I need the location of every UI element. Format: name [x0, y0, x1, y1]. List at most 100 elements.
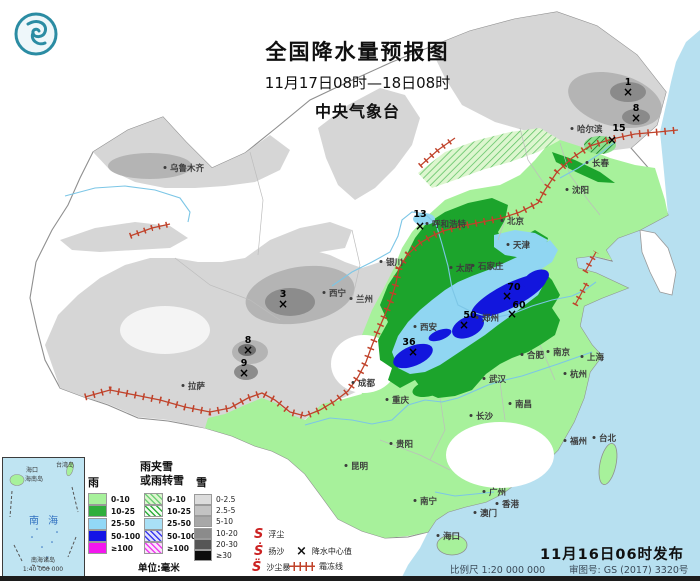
legend-range: ≥100 — [111, 543, 133, 553]
legend-symbol-沙尘暴: S̈ 沙尘暴 — [252, 561, 290, 574]
city-label: 重庆 — [392, 395, 410, 406]
legend-rain-header: 雨 — [88, 476, 99, 489]
legend-item: 2.5-5 — [194, 505, 238, 517]
legend-item: 50-100 — [144, 530, 196, 543]
legend-item: 25-50 — [144, 517, 196, 530]
frost-line-icon — [289, 562, 315, 571]
inset-taiwan-label: 台湾岛 — [56, 461, 74, 469]
city-dot — [322, 291, 326, 294]
inset-taiwan-island — [66, 461, 74, 477]
legend-swatch — [194, 527, 212, 539]
legend-symbol-浮尘: S 浮尘 — [254, 528, 284, 541]
legend-snow-header: 雪 — [196, 476, 207, 489]
legend-symbol-label: 霜冻线 — [319, 562, 343, 571]
taiwan-island — [598, 442, 618, 486]
snow-regions — [45, 12, 666, 450]
inset-dash-line — [9, 486, 79, 570]
cma-logo-icon — [14, 12, 58, 56]
legend-symbol-扬沙: Ṡ 扬沙 — [254, 545, 284, 558]
precip-centers-layer: 1×8×15×13×3×8×9×36×50×60×70× — [239, 77, 641, 380]
city-label: 太原 — [455, 263, 474, 274]
city-dot — [163, 166, 167, 169]
inset-islands-label: 南海诸岛 — [31, 556, 55, 564]
legend-item: ≥100 — [88, 542, 140, 555]
legend-item: 20-30 — [194, 538, 238, 550]
legend-range: 0-10 — [167, 494, 186, 504]
precip-center-value: 70 — [507, 282, 521, 293]
legend-swatch — [144, 505, 163, 518]
south-china-sea-inset: 海口 海南岛 台湾岛 南 海 南海诸岛 1:40 000 000 — [2, 457, 85, 579]
legend-item: 0-10 — [144, 493, 196, 506]
legend-range: 5-10 — [216, 517, 234, 527]
city-dot — [473, 511, 477, 514]
precip-center-value: 36 — [402, 337, 416, 348]
precip-center-value: 9 — [241, 358, 248, 369]
city-dot — [546, 350, 550, 353]
city-dot — [425, 222, 429, 225]
legend-range: 10-25 — [111, 506, 135, 516]
legend-sleet-header-1: 雨夹雪 — [140, 460, 173, 473]
precip-center-value: 15 — [612, 123, 625, 134]
city-label: 银川 — [385, 257, 403, 268]
legend-swatch — [144, 517, 163, 530]
legend-item: 0-2.5 — [194, 494, 238, 506]
city-dot — [436, 534, 440, 537]
legend-range: 50-100 — [111, 531, 141, 541]
浮尘-icon: S — [254, 527, 264, 542]
city-label: 呼和浩特 — [432, 219, 467, 230]
city-dot — [508, 402, 512, 405]
precip-center-x-icon: × — [502, 289, 512, 303]
frost-line — [84, 126, 679, 420]
city-label: 沈阳 — [572, 185, 589, 196]
inset-haikou-label: 海口 — [26, 466, 38, 474]
city-dot — [570, 127, 574, 130]
legend-swatch — [194, 538, 212, 550]
legend-swatch — [144, 542, 163, 555]
ocean — [400, 30, 700, 581]
legend-swatch — [88, 530, 107, 543]
legend-item: ≥100 — [144, 542, 196, 555]
legend-symbol-label: 降水中心值 — [311, 547, 352, 556]
legend-snow-items: 0-2.5 2.5-5 5-10 10-20 20-30 ≥30 — [194, 494, 238, 562]
legend-item: 10-20 — [194, 527, 238, 539]
legend-swatch — [88, 542, 107, 555]
city-label: 武汉 — [489, 374, 507, 385]
legend-sleet-header-2: 或雨转雪 — [140, 474, 184, 487]
city-dot — [563, 439, 567, 442]
city-label: 北京 — [507, 216, 525, 227]
inset-map: 海口 海南岛 台湾岛 南 海 南海诸岛 1:40 000 000 — [2, 457, 85, 579]
legend-sleet-items: 0-10 10-25 25-50 50-100 ≥100 — [144, 493, 196, 555]
city-label: 澳门 — [480, 508, 497, 519]
legend-swatch — [88, 505, 107, 518]
扬沙-icon: Ṡ — [254, 544, 264, 559]
legend-swatch — [194, 505, 212, 517]
city-label: 香港 — [501, 499, 520, 510]
precip-center-x-icon: × — [631, 111, 641, 125]
city-label: 拉萨 — [188, 381, 206, 392]
legend-swatch — [88, 493, 107, 506]
city-dot — [475, 316, 479, 319]
city-dot — [413, 499, 417, 502]
city-label: 福州 — [569, 436, 587, 447]
city-label: 兰州 — [356, 294, 373, 305]
cma-logo — [12, 10, 60, 58]
legend-range: 0-10 — [111, 494, 130, 504]
precip-center-x-icon: × — [243, 343, 253, 357]
沙尘暴-icon: S̈ — [252, 560, 262, 575]
city-label: 海口 — [443, 531, 460, 542]
precip-center-x-icon: × — [459, 318, 469, 332]
precip-center-value: 3 — [280, 289, 287, 300]
city-dot — [413, 325, 417, 328]
map-scale: 比例尺 1:20 000 000 — [450, 565, 546, 576]
legend-range: 0-2.5 — [216, 495, 236, 505]
issue-time: 11月16日06时发布 — [540, 547, 685, 563]
precip-center-x-icon: × — [507, 307, 517, 321]
legend-item: 10-25 — [88, 505, 140, 518]
precip-center-x-icon: × — [278, 297, 288, 311]
city-label: 上海 — [587, 352, 605, 363]
legend-range: 25-50 — [111, 519, 135, 529]
legend-item: 10-25 — [144, 505, 196, 518]
city-label: 西安 — [420, 322, 438, 333]
